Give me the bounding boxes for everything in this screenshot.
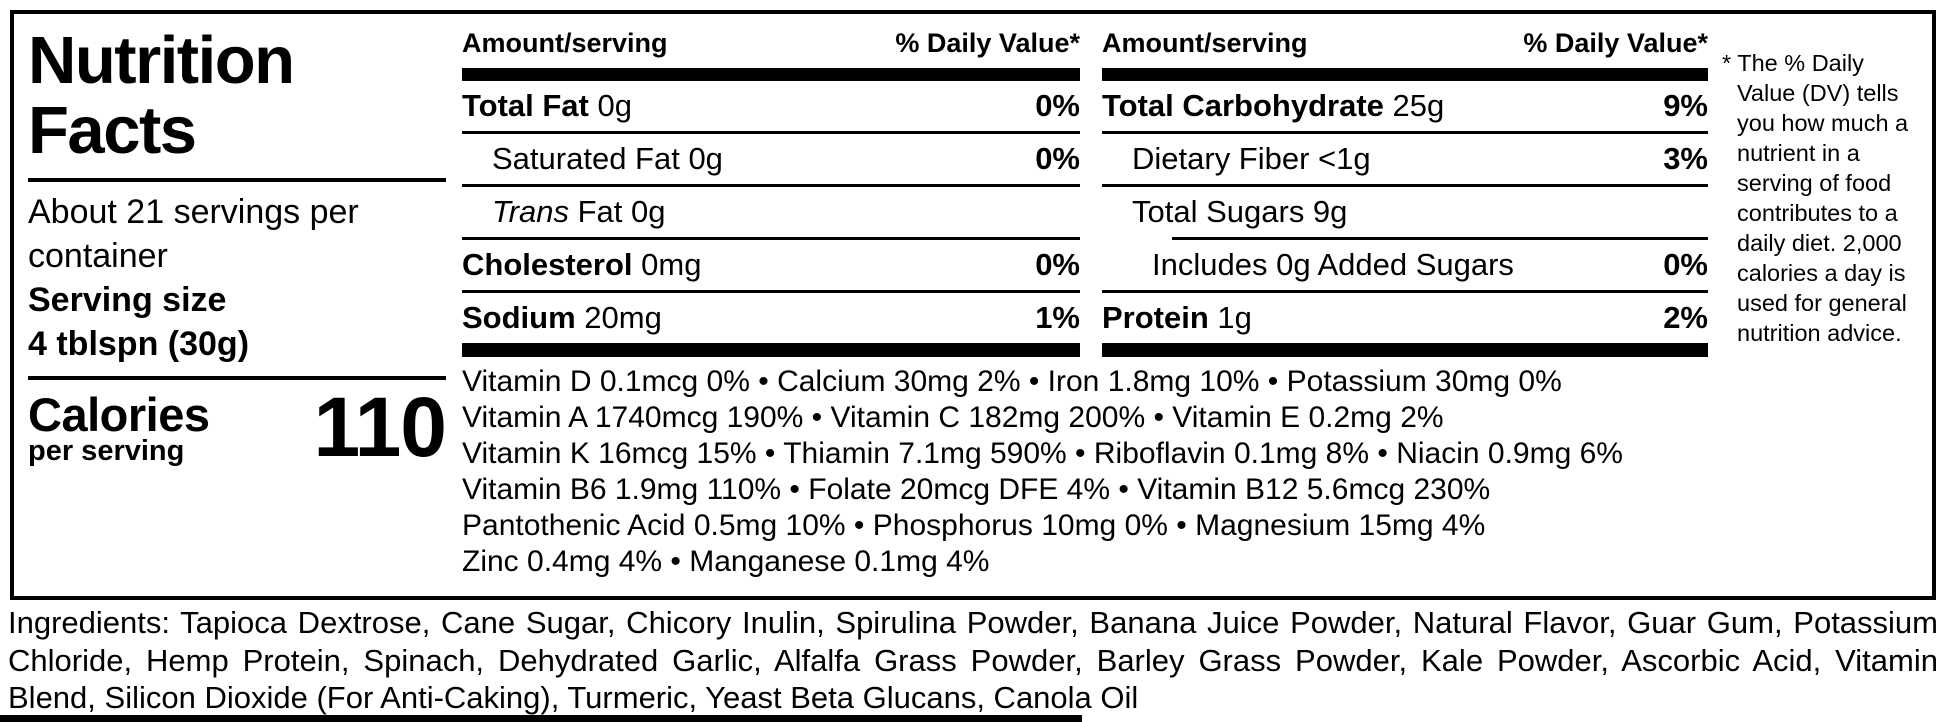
row-total-fat: Total Fat 0g 0% (462, 81, 1080, 131)
nutrition-facts-panel: Nutrition Facts About 21 servings per co… (10, 10, 1936, 600)
row-trans-fat: Trans Fat 0g (462, 187, 1080, 237)
nutrient-name-italic: Trans (492, 194, 569, 229)
daily-value-percent: 3% (1663, 141, 1708, 176)
nutrient-amount: 25g (1383, 88, 1445, 123)
nutrient-amount: Dietary Fiber <1g (1132, 141, 1371, 176)
amount-serving-header: Amount/serving (1102, 28, 1308, 58)
row-separator (462, 237, 1080, 240)
nutrient-amount: Total Sugars 9g (1132, 194, 1348, 229)
row-saturated-fat: Saturated Fat 0g 0% (462, 134, 1080, 184)
nutrient-amount: 1g (1208, 300, 1252, 335)
micronutrient-line: Vitamin K 16mcg 15% • Thiamin 7.1mg 590%… (462, 437, 1623, 470)
daily-value-percent: 2% (1663, 300, 1708, 335)
ingredients-paragraph: Ingredients: Tapioca Dextrose, Cane Suga… (8, 605, 1938, 715)
daily-value-footnote: * The % Daily Value (DV) tells you how m… (1722, 50, 1909, 346)
table-header-left: Amount/serving % Daily Value* (462, 24, 1080, 68)
calories-value: 110 (313, 380, 447, 474)
nutrient-amount: Includes 0g Added Sugars (1152, 247, 1514, 282)
row-total-carbohydrate: Total Carbohydrate 25g 9% (1102, 81, 1708, 131)
nutrient-name-bold: Total Fat (462, 88, 589, 123)
title-rule (28, 178, 446, 182)
nutrient-name-bold: Total Carbohydrate (1102, 88, 1384, 123)
nutrient-table-left: Amount/serving % Daily Value* Total Fat … (462, 24, 1080, 357)
serving-rule (28, 376, 446, 380)
header-bar (1102, 68, 1708, 81)
table-bottom-bar (462, 343, 1080, 357)
row-separator (1102, 290, 1708, 293)
micronutrient-line: Vitamin D 0.1mcg 0% • Calcium 30mg 2% • … (462, 365, 1562, 398)
daily-value-header: % Daily Value* (1523, 28, 1708, 58)
row-protein: Protein 1g 2% (1102, 293, 1708, 343)
micronutrient-line: Pantothenic Acid 0.5mg 10% • Phosphorus … (462, 509, 1486, 542)
header-bar (462, 68, 1080, 81)
nutrient-amount: Saturated Fat 0g (492, 141, 723, 176)
row-total-sugars: Total Sugars 9g (1102, 187, 1708, 237)
serving-size-label: Serving size (28, 281, 227, 319)
daily-value-percent: 1% (1035, 300, 1080, 335)
table-bottom-bar (1102, 343, 1708, 357)
nutrient-amount: 0mg (632, 247, 702, 282)
amount-serving-header: Amount/serving (462, 28, 668, 58)
nutrition-facts-title: Nutrition Facts (28, 26, 446, 166)
bottom-edge-bar (0, 715, 1082, 722)
nutrient-name-bold: Sodium (462, 300, 576, 335)
daily-value-percent: 9% (1663, 88, 1708, 123)
row-added-sugars: Includes 0g Added Sugars 0% (1102, 240, 1708, 290)
calories-sublabel: per serving (28, 435, 185, 467)
row-dietary-fiber: Dietary Fiber <1g 3% (1102, 134, 1708, 184)
row-separator (462, 131, 1080, 134)
nutrient-name-bold: Protein (1102, 300, 1209, 335)
daily-value-percent: 0% (1035, 141, 1080, 176)
daily-value-percent: 0% (1035, 247, 1080, 282)
title-line-2: Facts (28, 93, 197, 168)
daily-value-percent: 0% (1663, 247, 1708, 282)
micronutrient-line: Vitamin A 1740mcg 190% • Vitamin C 182mg… (462, 401, 1444, 434)
micronutrient-line: Zinc 0.4mg 4% • Manganese 0.1mg 4% (462, 545, 990, 578)
nutrient-table-right: Amount/serving % Daily Value* Total Carb… (1102, 24, 1708, 357)
row-cholesterol: Cholesterol 0mg 0% (462, 240, 1080, 290)
nutrient-amount: 0g (588, 88, 632, 123)
nutrient-amount: 20mg (575, 300, 662, 335)
daily-value-header: % Daily Value* (895, 28, 1080, 58)
row-sodium: Sodium 20mg 1% (462, 293, 1080, 343)
row-separator (462, 184, 1080, 187)
nutrient-amount: Fat 0g (568, 194, 666, 229)
servings-per-container: About 21 servings per container (28, 193, 359, 275)
micronutrient-list: Vitamin D 0.1mcg 0% • Calcium 30mg 2% • … (462, 364, 1708, 590)
calories-block: Calories per serving 110 (28, 380, 447, 474)
nutrient-name-bold: Cholesterol (462, 247, 633, 282)
row-separator (462, 290, 1080, 293)
row-separator (1102, 131, 1708, 134)
row-separator-indented (1172, 237, 1708, 240)
calories-labels: Calories per serving (28, 388, 210, 467)
calories-label: Calories (28, 388, 210, 441)
summary-panel: Nutrition Facts About 21 servings per co… (28, 24, 462, 590)
row-separator (1102, 184, 1708, 187)
title-line-1: Nutrition (28, 23, 295, 98)
table-header-right: Amount/serving % Daily Value* (1102, 24, 1708, 68)
footnote-column: * The % Daily Value (DV) tells you how m… (1708, 24, 1922, 590)
serving-size-value: 4 tblspn (30g) (28, 325, 250, 363)
micronutrient-line: Vitamin B6 1.9mg 110% • Folate 20mcg DFE… (462, 473, 1491, 506)
daily-value-percent: 0% (1035, 88, 1080, 123)
